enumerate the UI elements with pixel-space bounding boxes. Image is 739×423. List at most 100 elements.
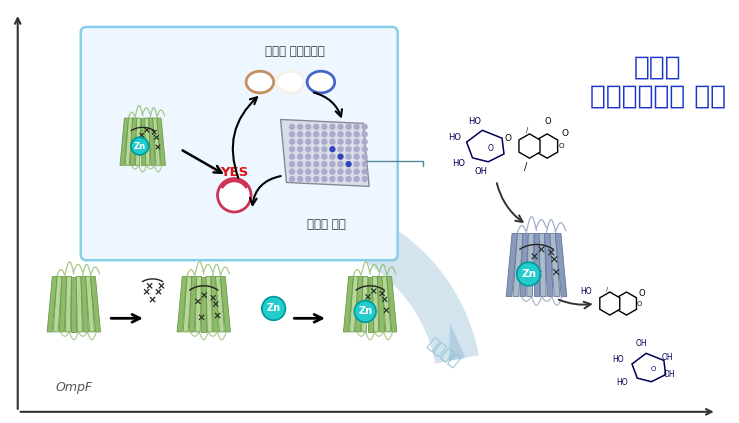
- Circle shape: [345, 146, 352, 152]
- Circle shape: [361, 131, 368, 137]
- Circle shape: [289, 168, 295, 175]
- Circle shape: [337, 146, 344, 152]
- Ellipse shape: [307, 71, 335, 93]
- Polygon shape: [47, 277, 58, 332]
- Text: HO: HO: [616, 378, 628, 387]
- Circle shape: [313, 131, 319, 137]
- Text: OH: OH: [661, 353, 673, 362]
- Circle shape: [330, 139, 336, 145]
- Circle shape: [297, 131, 303, 137]
- Polygon shape: [537, 134, 558, 158]
- Circle shape: [289, 124, 295, 130]
- Polygon shape: [53, 277, 62, 332]
- Circle shape: [297, 124, 303, 130]
- Text: Zn: Zn: [358, 306, 372, 316]
- Circle shape: [337, 168, 344, 175]
- Polygon shape: [449, 323, 466, 361]
- Circle shape: [330, 168, 336, 175]
- Circle shape: [330, 176, 336, 182]
- Circle shape: [321, 168, 327, 175]
- Circle shape: [289, 154, 295, 160]
- Ellipse shape: [246, 71, 273, 93]
- Text: HO: HO: [452, 159, 466, 168]
- Circle shape: [289, 176, 295, 182]
- Circle shape: [345, 139, 352, 145]
- Text: O: O: [562, 129, 568, 138]
- Text: HO: HO: [580, 287, 591, 296]
- Polygon shape: [177, 277, 187, 332]
- Circle shape: [337, 139, 344, 145]
- Text: /: /: [524, 162, 528, 172]
- Circle shape: [305, 131, 311, 137]
- Text: O: O: [558, 143, 564, 149]
- Polygon shape: [120, 118, 129, 165]
- Circle shape: [361, 168, 368, 175]
- Polygon shape: [220, 277, 231, 332]
- Circle shape: [313, 161, 319, 167]
- Text: 새로운: 새로운: [634, 54, 681, 80]
- Polygon shape: [520, 233, 528, 297]
- Circle shape: [353, 154, 360, 160]
- Circle shape: [361, 139, 368, 145]
- Polygon shape: [189, 277, 197, 332]
- Polygon shape: [616, 292, 636, 315]
- Polygon shape: [355, 277, 363, 332]
- Text: 당분해효소의 탄생: 당분해효소의 탄생: [590, 84, 726, 110]
- Text: 반응성 측정: 반응성 측정: [307, 218, 346, 231]
- Polygon shape: [149, 118, 155, 165]
- Circle shape: [297, 176, 303, 182]
- Circle shape: [289, 161, 295, 167]
- Circle shape: [353, 139, 360, 145]
- Circle shape: [361, 124, 368, 130]
- Circle shape: [313, 176, 319, 182]
- Text: HO: HO: [613, 354, 624, 364]
- Circle shape: [355, 301, 376, 322]
- Circle shape: [330, 154, 336, 160]
- Text: OH: OH: [475, 167, 488, 176]
- Circle shape: [321, 154, 327, 160]
- Text: Zn: Zn: [267, 303, 281, 313]
- Text: Zn: Zn: [521, 269, 536, 279]
- Text: HO: HO: [468, 118, 481, 126]
- Polygon shape: [527, 233, 534, 297]
- Polygon shape: [216, 277, 225, 332]
- Circle shape: [330, 146, 336, 152]
- Circle shape: [353, 146, 360, 152]
- Polygon shape: [273, 195, 479, 363]
- Circle shape: [313, 146, 319, 152]
- Circle shape: [337, 154, 344, 160]
- Circle shape: [337, 176, 344, 182]
- Polygon shape: [361, 277, 368, 332]
- Polygon shape: [157, 118, 166, 165]
- Circle shape: [305, 161, 311, 167]
- Circle shape: [289, 131, 295, 137]
- Circle shape: [345, 124, 352, 130]
- Circle shape: [345, 168, 352, 175]
- Polygon shape: [135, 118, 141, 165]
- Circle shape: [337, 161, 344, 167]
- Circle shape: [321, 139, 327, 145]
- Text: HO: HO: [449, 133, 461, 142]
- Circle shape: [361, 161, 368, 167]
- Polygon shape: [519, 134, 540, 158]
- Polygon shape: [153, 118, 160, 165]
- Circle shape: [305, 168, 311, 175]
- Text: 유도진화: 유도진화: [424, 335, 462, 370]
- Polygon shape: [506, 233, 518, 297]
- Circle shape: [321, 131, 327, 137]
- Ellipse shape: [276, 71, 304, 93]
- Circle shape: [305, 146, 311, 152]
- Text: O: O: [505, 134, 511, 143]
- Polygon shape: [555, 233, 567, 297]
- Polygon shape: [550, 233, 560, 297]
- Text: Zn: Zn: [134, 142, 146, 151]
- Polygon shape: [72, 277, 76, 332]
- Polygon shape: [539, 233, 546, 297]
- Circle shape: [517, 262, 540, 286]
- Circle shape: [361, 146, 368, 152]
- Polygon shape: [545, 233, 553, 297]
- Circle shape: [345, 131, 352, 137]
- Circle shape: [353, 161, 360, 167]
- Polygon shape: [372, 277, 378, 332]
- Polygon shape: [534, 233, 539, 297]
